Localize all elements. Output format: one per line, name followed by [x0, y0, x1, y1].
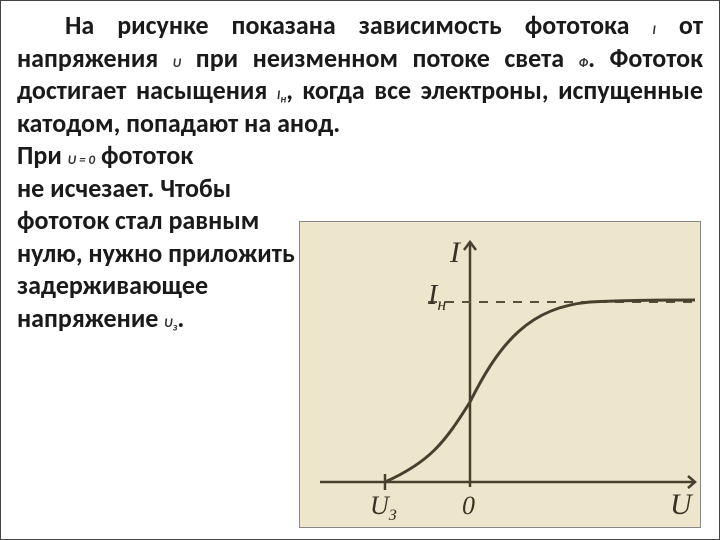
page-container: На рисунке показана зависимость фототока…	[1, 1, 719, 539]
text: не исчезает. Чтобы фототок стал равным н…	[17, 172, 295, 334]
text: .	[177, 302, 184, 334]
text: На рисунке показана зависимость фототока	[65, 9, 652, 41]
text: при неизменном потоке света	[181, 42, 578, 74]
text: При	[17, 139, 68, 171]
chart-svg: I Iн UЗ 0 U	[300, 222, 700, 527]
var-Uz: Uз	[164, 316, 177, 331]
var-U0: U = 0	[68, 153, 95, 168]
var-Ihn: Iн	[277, 88, 286, 103]
label-O: 0	[462, 491, 475, 520]
paragraph-1: На рисунке показана зависимость фототока…	[17, 9, 703, 139]
paragraph-2-rest: не исчезает. Чтобы фототок стал равным н…	[17, 172, 297, 335]
text: фототок	[95, 139, 193, 171]
paragraph-2-line1: При U = 0 фототок	[17, 139, 703, 172]
var-Phi: Ф	[579, 56, 588, 71]
label-U: U	[670, 488, 694, 521]
var-U: U	[173, 56, 182, 71]
photocurrent-chart: I Iн UЗ 0 U	[299, 221, 701, 528]
